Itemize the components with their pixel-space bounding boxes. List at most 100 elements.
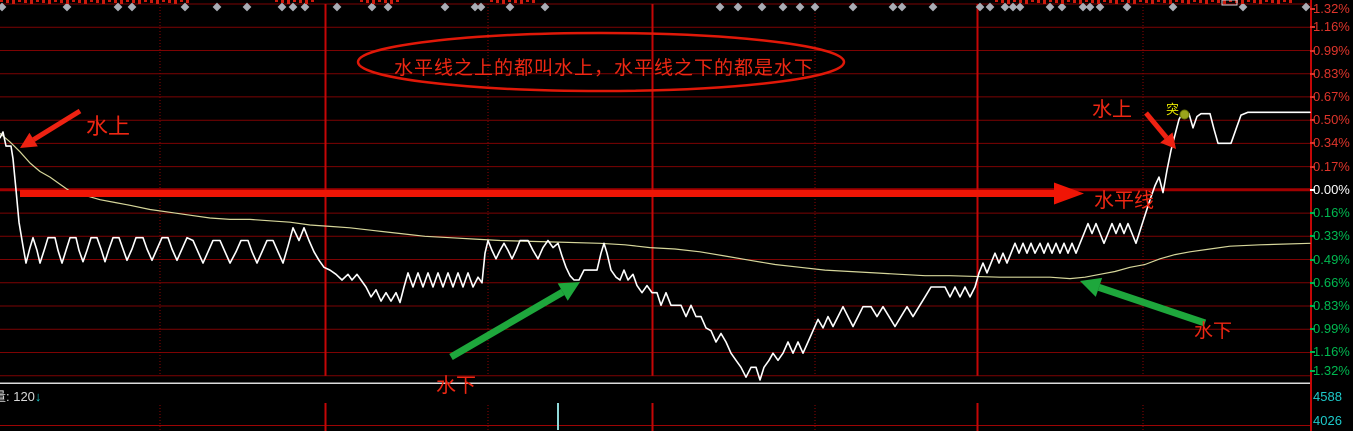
clipped-text-fragment (287, 0, 290, 4)
clipped-text-fragment (1133, 0, 1136, 4)
clipped-text-fragment (514, 0, 517, 3)
clipped-text-fragment (126, 0, 129, 2)
horizontal-line-arrow-head (1054, 182, 1084, 205)
below-water-label-right: 水下 (1194, 321, 1233, 342)
clipped-text-fragment (1157, 0, 1160, 2)
clipped-text-fragment (995, 0, 998, 2)
clipped-text-fragment (1259, 0, 1262, 4)
below-water-left-arrow-head (557, 282, 580, 301)
clipped-text-fragment (299, 0, 302, 3)
clipped-text-fragment (0, 0, 3, 2)
below-water-right-arrow (1097, 284, 1207, 327)
clipped-text-fragment (12, 0, 15, 4)
clipped-text-fragment (138, 0, 141, 4)
volume-axis-label: 4026 (1313, 413, 1342, 428)
clipped-text-fragment (6, 0, 9, 3)
horizontal-line-label: 水平线 (1094, 190, 1154, 212)
clipped-text-fragment (72, 0, 75, 2)
clipped-text-fragment (54, 0, 57, 2)
axis-label: 1.32% (1313, 1, 1350, 16)
clipped-text-fragment (520, 0, 523, 4)
clipped-text-fragment (1019, 0, 1022, 3)
clipped-text-fragment (490, 0, 493, 2)
clipped-text-fragment (1007, 0, 1010, 4)
clipped-text-fragment (390, 0, 393, 4)
clipped-text-fragment (66, 0, 69, 4)
clipped-text-fragment (1211, 0, 1214, 2)
clipped-text-fragment (78, 0, 81, 3)
clipped-text-fragment (1289, 0, 1292, 3)
clipped-text-fragment (508, 0, 511, 2)
breakout-dot (1179, 109, 1190, 120)
axis-label: 0.34% (1313, 135, 1350, 150)
clipped-text-fragment (18, 0, 21, 2)
clipped-text-fragment (174, 0, 177, 4)
clipped-text-fragment (24, 0, 27, 3)
clipped-text-fragment (1067, 0, 1070, 2)
clipped-text-fragment (30, 0, 33, 4)
volume-readout: 量: 120↓ (0, 389, 42, 403)
signal-diamond-icon (0, 2, 7, 12)
clipped-text-fragment (48, 0, 51, 4)
clipped-text-fragment (1073, 0, 1076, 3)
clipped-text-fragment (156, 0, 159, 4)
clipped-text-fragment (1181, 0, 1184, 3)
clipped-text-fragment (42, 0, 45, 3)
clipped-text-fragment (108, 0, 111, 2)
clipped-text-fragment (168, 0, 171, 3)
clipped-text-fragment (1121, 0, 1124, 2)
clipped-text-fragment (1241, 0, 1244, 4)
axis-label: 1.16% (1313, 344, 1350, 359)
below-water-label-left: 水下 (436, 375, 476, 397)
clipped-text-fragment (180, 0, 183, 2)
clipped-toolbar-box (1221, 0, 1238, 6)
clipped-text-fragment (120, 0, 123, 4)
average-line (0, 132, 1311, 280)
clipped-text-fragment (1253, 0, 1256, 3)
clipped-text-fragment (1187, 0, 1190, 4)
below-water-left-arrow (449, 289, 565, 361)
clipped-text-fragment (84, 0, 87, 4)
clipped-text-fragment (366, 0, 369, 3)
clipped-text-fragment (384, 0, 387, 3)
clipped-text-fragment (1097, 0, 1100, 4)
clipped-text-fragment (1091, 0, 1094, 3)
clipped-text-fragment (1037, 0, 1040, 3)
annotation-ellipse (356, 31, 846, 93)
clipped-text-fragment (532, 0, 535, 3)
clipped-text-fragment (1193, 0, 1196, 2)
above-water-right-arrow (1144, 111, 1169, 140)
volume-axis-label: 4588 (1313, 389, 1342, 404)
clipped-text-fragment (281, 0, 284, 3)
clipped-text-fragment (1223, 0, 1226, 4)
clipped-text-fragment (1103, 0, 1106, 2)
clipped-text-fragment (96, 0, 99, 3)
clipped-text-fragment (372, 0, 375, 4)
clipped-text-fragment (144, 0, 147, 2)
clipped-text-fragment (1265, 0, 1268, 2)
clipped-text-fragment (1001, 0, 1004, 3)
clipped-text-fragment (1247, 0, 1250, 2)
clipped-text-fragment (1139, 0, 1142, 2)
clipped-text-fragment (150, 0, 153, 3)
down-arrow-icon: ↓ (34, 389, 42, 403)
clipped-text-fragment (378, 0, 381, 2)
clipped-text-fragment (1205, 0, 1208, 4)
status-bar: 量: 120↓ (0, 383, 1310, 403)
axis-label: 0.50% (1313, 112, 1350, 127)
clipped-text-fragment (1055, 0, 1058, 3)
clipped-text-fragment (1109, 0, 1112, 3)
clipped-text-fragment (162, 0, 165, 2)
axis-label: 1.16% (1313, 19, 1350, 34)
clipped-text-fragment (1079, 0, 1082, 4)
clipped-text-fragment (1199, 0, 1202, 3)
ellipse-caption: 水平线之上的都叫水上，水平线之下的都是水下 (393, 58, 815, 79)
clipped-text-fragment (305, 0, 308, 4)
clipped-text-fragment (1031, 0, 1034, 2)
axis-label: 0.49% (1313, 252, 1350, 267)
clipped-text-fragment (90, 0, 93, 2)
clipped-text-fragment (186, 0, 189, 3)
axis-label: 0.99% (1313, 321, 1350, 336)
clipped-text-fragment (275, 0, 278, 2)
